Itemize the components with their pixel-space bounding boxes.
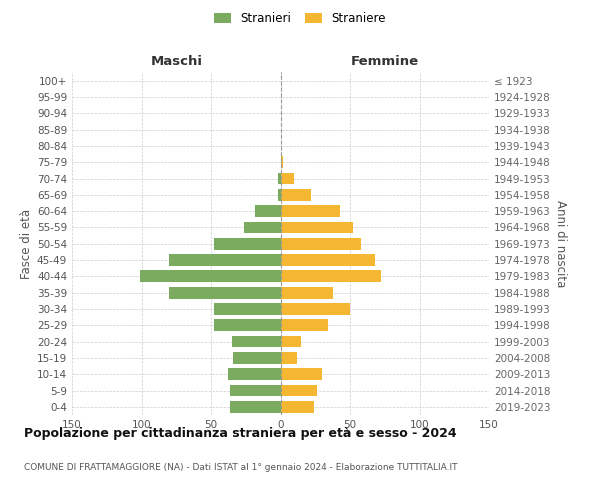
Bar	[278, 189, 281, 200]
Text: COMUNE DI FRATTAMAGGIORE (NA) - Dati ISTAT al 1° gennaio 2024 - Elaborazione TUT: COMUNE DI FRATTAMAGGIORE (NA) - Dati IST…	[24, 462, 458, 471]
Bar	[281, 303, 350, 315]
Bar	[281, 320, 328, 331]
Y-axis label: Fasce di età: Fasce di età	[20, 208, 33, 279]
Bar	[281, 336, 301, 347]
Bar	[281, 222, 353, 234]
Bar	[232, 336, 281, 347]
Bar	[233, 352, 281, 364]
Bar	[281, 172, 295, 184]
Bar	[281, 368, 322, 380]
Bar	[281, 287, 334, 298]
Bar	[281, 384, 317, 396]
Bar	[281, 206, 340, 217]
Bar	[169, 287, 281, 298]
Bar	[281, 238, 361, 250]
Bar	[281, 254, 375, 266]
Bar	[281, 189, 311, 200]
Bar	[281, 270, 380, 282]
Bar	[281, 401, 314, 412]
Bar	[281, 352, 297, 364]
Bar	[244, 222, 281, 234]
Legend: Stranieri, Straniere: Stranieri, Straniere	[211, 8, 389, 28]
Text: Femmine: Femmine	[350, 54, 419, 68]
Bar	[140, 270, 281, 282]
Bar	[230, 384, 281, 396]
Bar	[214, 320, 281, 331]
Bar	[256, 206, 281, 217]
Bar	[214, 238, 281, 250]
Y-axis label: Anni di nascita: Anni di nascita	[554, 200, 567, 288]
Bar	[227, 368, 281, 380]
Bar	[230, 401, 281, 412]
Bar	[214, 303, 281, 315]
Text: Maschi: Maschi	[150, 54, 202, 68]
Bar	[169, 254, 281, 266]
Text: Popolazione per cittadinanza straniera per età e sesso - 2024: Popolazione per cittadinanza straniera p…	[24, 428, 457, 440]
Bar	[278, 172, 281, 184]
Bar	[281, 156, 283, 168]
